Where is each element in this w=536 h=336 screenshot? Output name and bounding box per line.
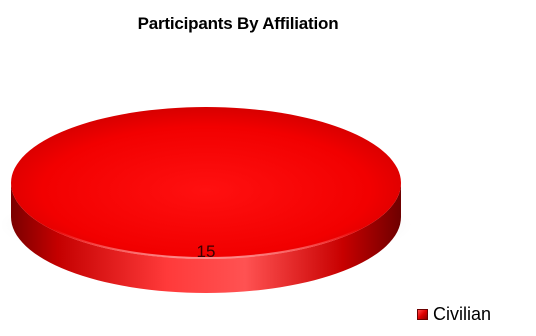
legend-label-civilian: Civilian [433, 304, 492, 324]
legend: Civilian [417, 304, 491, 325]
legend-swatch-civilian [417, 309, 428, 320]
chart-title: Participants By Affiliation [137, 14, 339, 33]
data-label-civilian: 15 [197, 242, 216, 261]
pie-slice-side-civilian [11, 183, 401, 293]
pie-slice-civilian [11, 107, 401, 259]
pie-rim-highlight [11, 107, 401, 259]
